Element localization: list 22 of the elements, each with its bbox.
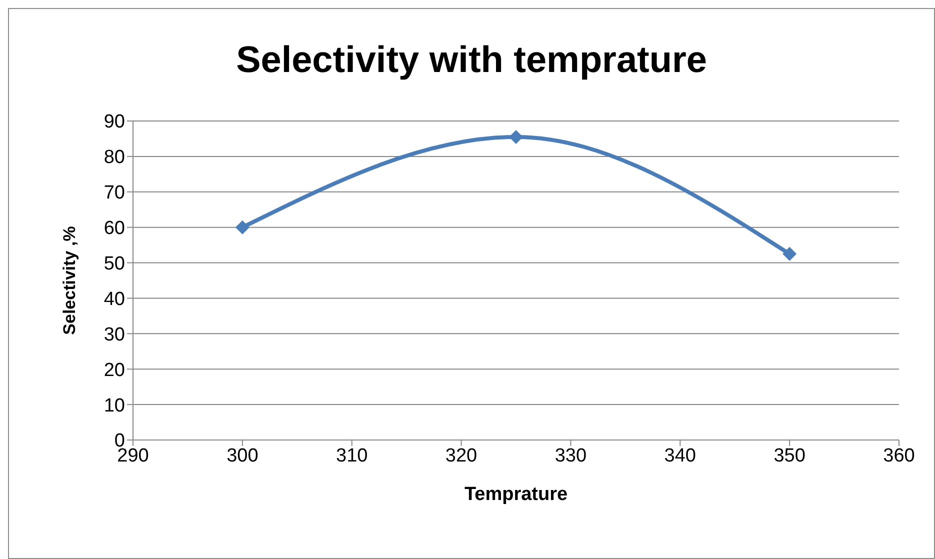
y-tick-label: 60 <box>104 218 125 240</box>
y-tick-label: 20 <box>104 360 125 381</box>
x-tick-label: 320 <box>445 445 478 466</box>
y-axis-title: Selectivity ,% <box>60 226 80 335</box>
x-axis-title: Temprature <box>464 484 568 505</box>
point <box>782 246 797 261</box>
x-tick-label: 340 <box>664 445 696 466</box>
x-tick-label: 310 <box>336 445 368 466</box>
y-tick-label: 70 <box>104 182 125 204</box>
x-tick-label: 360 <box>883 445 915 466</box>
y-tick-label: 40 <box>104 288 125 310</box>
chart-title: Selectivity with temprature <box>235 39 708 81</box>
y-tick-label: 90 <box>104 112 125 133</box>
point <box>235 220 250 234</box>
x-tick-label: 350 <box>774 445 806 466</box>
y-tick-label: 80 <box>104 147 125 168</box>
y-tick-label: 10 <box>104 395 125 416</box>
x-tick-label: 300 <box>226 445 258 466</box>
y-tick-label: 30 <box>104 324 125 346</box>
y-tick-label: 50 <box>104 254 125 275</box>
point <box>509 130 523 144</box>
x-tick-label: 330 <box>554 445 587 466</box>
